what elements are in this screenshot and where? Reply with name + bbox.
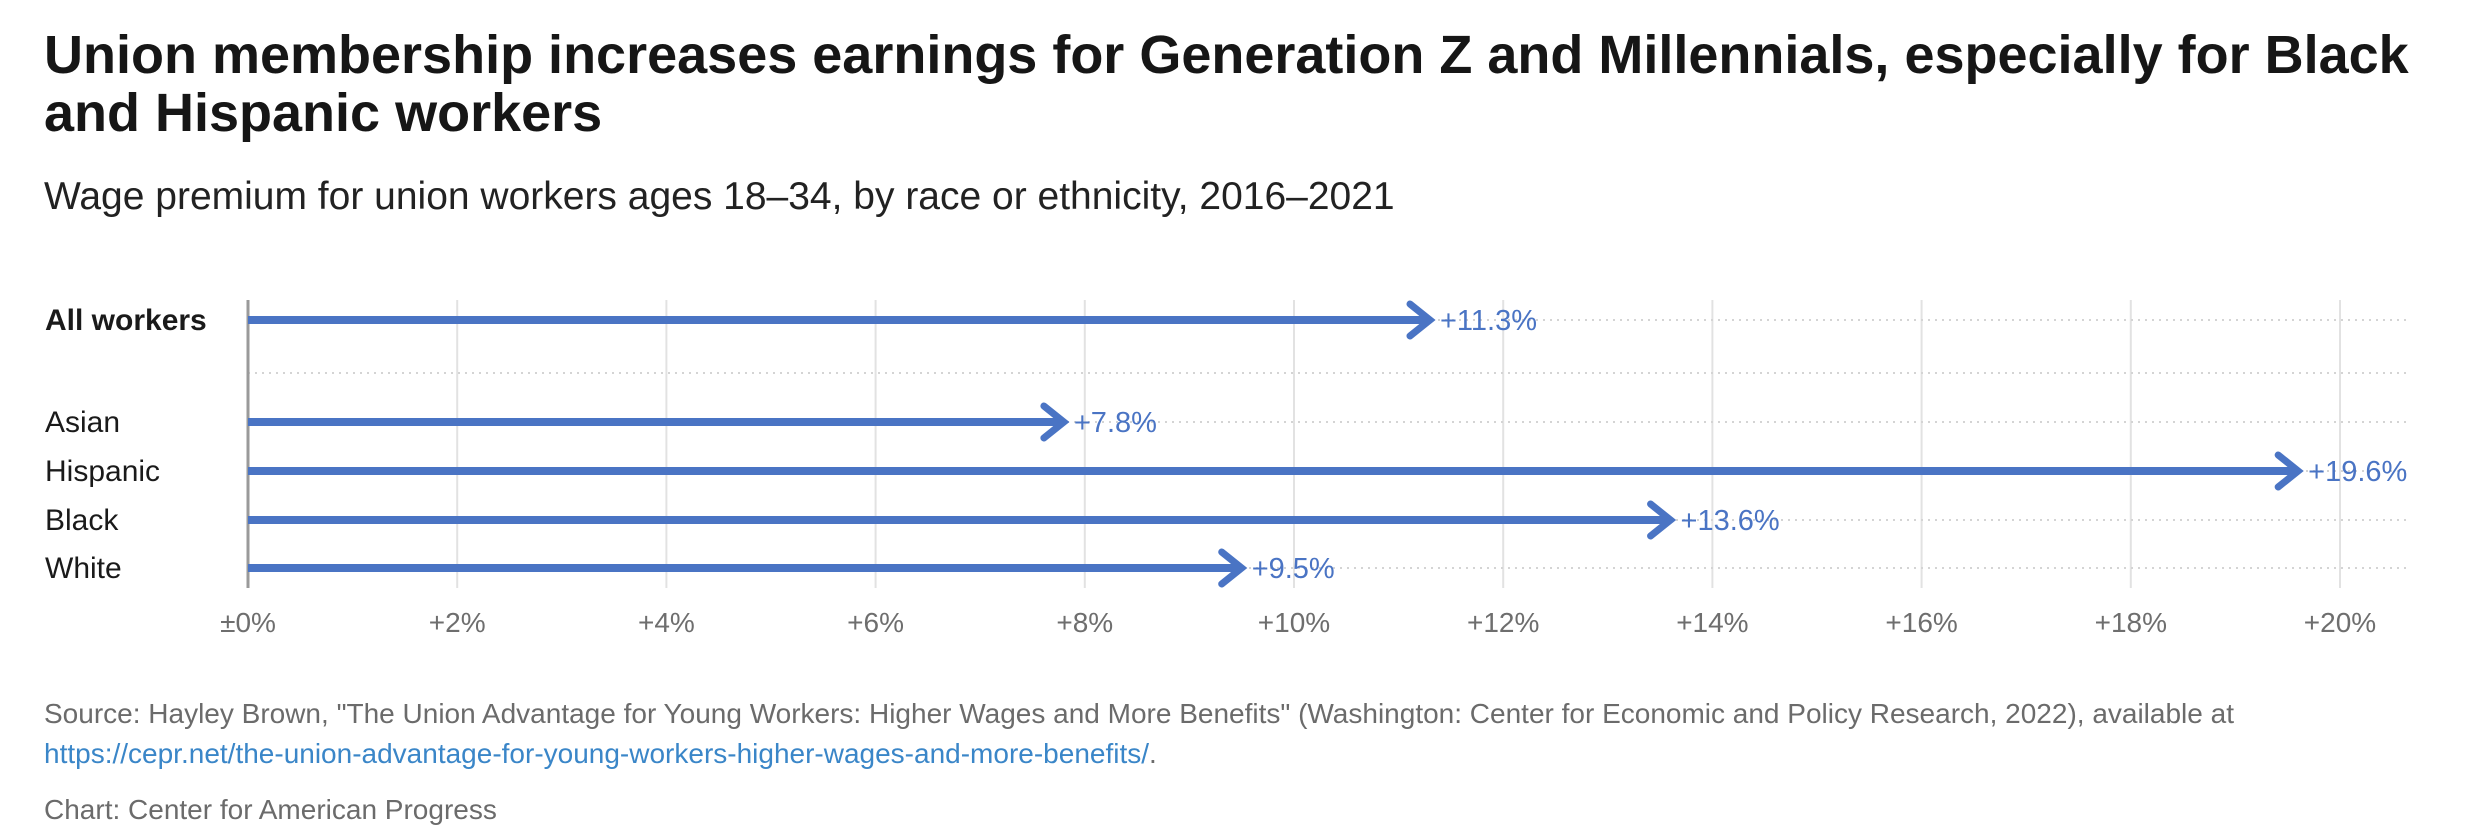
bar-arrowhead-4 xyxy=(1218,548,1248,588)
value-label-0: +11.3% xyxy=(1440,305,1537,337)
x-tick-label-9: +18% xyxy=(2095,607,2167,638)
bar-chart: ±0% +2% +4% +6% +8% +10% +12% +14% +16% +18% +20% A… xyxy=(45,300,2409,638)
bar-arrowhead-1 xyxy=(1040,402,1070,442)
x-tick-label-8: +16% xyxy=(1885,607,1957,638)
x-tick-label-1: +2% xyxy=(429,607,486,638)
x-tick-label-0: ±0% xyxy=(220,607,276,638)
category-label-2: Hispanic xyxy=(45,455,160,488)
x-tick-label-5: +10% xyxy=(1258,607,1330,638)
x-tick-label-2: +4% xyxy=(638,607,695,638)
category-label-0: All workers xyxy=(45,304,207,337)
x-tick-label-6: +12% xyxy=(1467,607,1539,638)
value-label-3: +13.6% xyxy=(1681,505,1780,537)
x-tick-label-7: +14% xyxy=(1676,607,1748,638)
value-label-2: +19.6% xyxy=(2308,456,2407,488)
category-label-4: White xyxy=(45,552,122,585)
category-label-1: Asian xyxy=(45,406,120,439)
chart-title: Union membership increases earnings for … xyxy=(44,25,2409,143)
chart-credit: Chart: Center for American Progress xyxy=(44,794,497,825)
chart-subtitle: Wage premium for union workers ages 18–3… xyxy=(44,175,1395,218)
x-tick-label-3: +6% xyxy=(847,607,904,638)
value-label-1: +7.8% xyxy=(1074,407,1157,439)
source-link[interactable]: https://cepr.net/the-union-advantage-for… xyxy=(44,738,1150,769)
bar-arrowhead-3 xyxy=(1647,500,1677,540)
x-tick-label-10: +20% xyxy=(2304,607,2376,638)
source-text: Source: Hayley Brown, "The Union Advanta… xyxy=(44,698,2234,729)
value-label-4: +9.5% xyxy=(1252,553,1335,585)
source-note: Source: Hayley Brown, "The Union Advanta… xyxy=(44,694,2424,774)
category-label-3: Black xyxy=(45,504,119,537)
source-end: . xyxy=(1149,738,1157,769)
x-tick-label-4: +8% xyxy=(1056,607,1113,638)
bar-arrowhead-2 xyxy=(2274,451,2304,491)
bar-arrowhead-0 xyxy=(1406,300,1436,340)
